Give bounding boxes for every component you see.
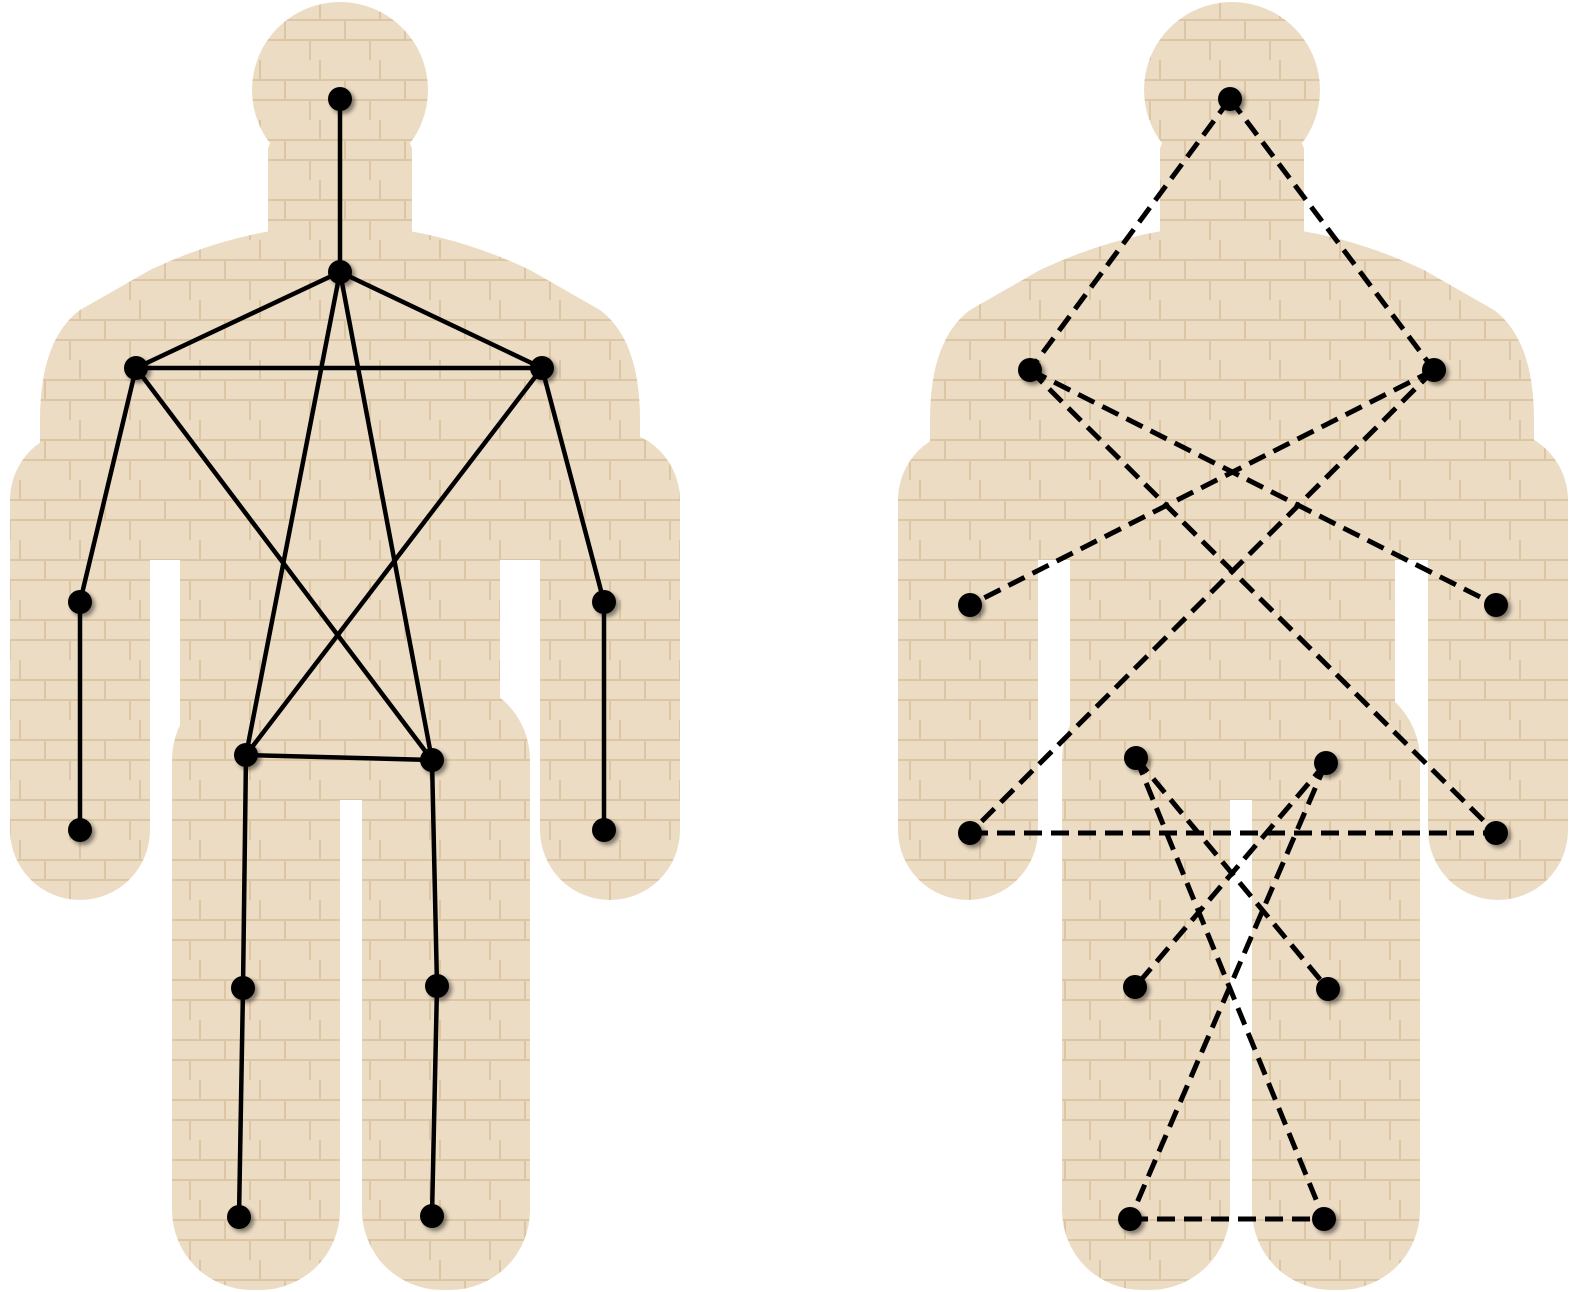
joint-right-left-shoulder [1422, 358, 1446, 382]
edge-right-left-shoulder-to-right-wrist [968, 368, 1436, 835]
joint-right-left-ankle [1312, 1207, 1336, 1231]
joint-left-right-elbow [68, 590, 92, 614]
joint-left-left-elbow [592, 590, 616, 614]
joint-left-right-ankle [227, 1205, 251, 1229]
joint-right-right-knee [1123, 975, 1147, 999]
joint-right-right-shoulder [1018, 358, 1042, 382]
edge-right-left-shoulder-to-right-elbow [968, 367, 1436, 608]
edge-right-left-hip-to-right-ankle [1127, 762, 1329, 1220]
edge-right-right-shoulder-to-left-elbow [1028, 367, 1498, 608]
joint-left-left-hip [420, 748, 444, 772]
edge-left-neck-to-left-hip [337, 271, 435, 761]
joint-left-right-wrist [68, 818, 92, 842]
joint-right-left-wrist [1484, 821, 1508, 845]
edge-left-left-shoulder-to-right-hip [244, 366, 544, 757]
joint-left-right-hip [234, 743, 258, 767]
edge-right-head-to-left-shoulder [1228, 97, 1436, 372]
skeleton-edges [77, 97, 1498, 1222]
edge-left-neck-to-right-shoulder [135, 269, 341, 371]
joint-left-left-ankle [420, 1204, 444, 1228]
joint-right-right-hip [1124, 746, 1148, 770]
edge-left-right-hip-to-left-hip [245, 752, 433, 763]
edge-left-left-shoulder-to-left-elbow [539, 367, 607, 603]
joint-right-right-wrist [958, 821, 982, 845]
joint-right-head [1218, 87, 1242, 111]
joint-right-right-ankle [1118, 1207, 1142, 1231]
joint-right-left-elbow [1484, 593, 1508, 617]
edge-left-neck-to-left-shoulder [339, 269, 543, 371]
edge-left-right-shoulder-to-left-hip [134, 366, 434, 762]
skeleton-joints [68, 87, 1508, 1231]
joint-left-left-shoulder [530, 356, 554, 380]
edge-left-neck-to-right-hip [243, 271, 343, 756]
edge-right-left-hip-to-right-knee [1133, 761, 1328, 989]
joint-left-right-knee [231, 976, 255, 1000]
joint-left-left-wrist [592, 818, 616, 842]
joint-right-left-hip [1314, 751, 1338, 775]
joint-right-left-knee [1316, 977, 1340, 1001]
edge-right-head-to-right-shoulder [1027, 97, 1233, 372]
joint-left-left-knee [425, 974, 449, 998]
edge-left-right-shoulder-to-right-elbow [77, 367, 139, 603]
joint-left-neck [328, 260, 352, 284]
edge-left-left-hip-to-left-knee [429, 759, 440, 987]
edge-left-left-knee-to-left-ankle [429, 985, 440, 1217]
joint-left-head [328, 87, 352, 111]
edge-right-right-shoulder-to-left-wrist [1028, 368, 1498, 835]
edge-left-right-knee-to-right-ankle [236, 987, 246, 1218]
edge-left-right-hip-to-right-knee [240, 754, 249, 989]
joint-left-right-shoulder [124, 356, 148, 380]
body-silhouette-right [898, 2, 1568, 1290]
joint-right-right-elbow [958, 593, 982, 617]
